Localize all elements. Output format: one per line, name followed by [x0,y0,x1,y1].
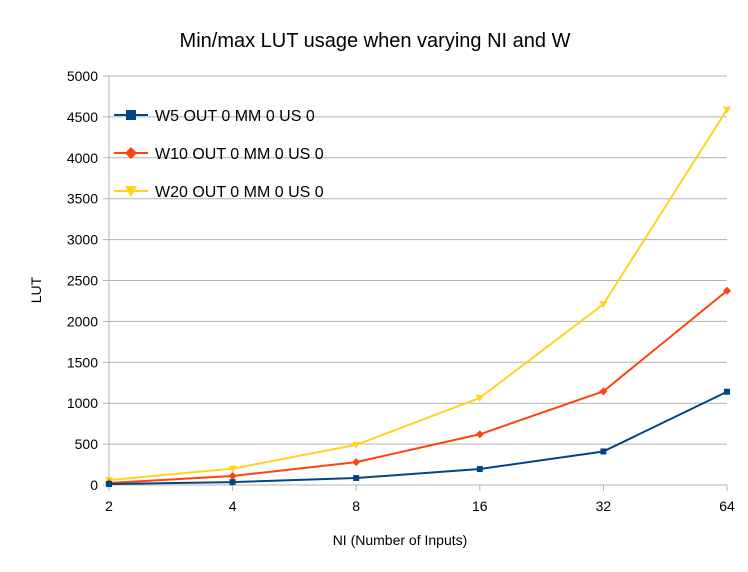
data-point-w10-out-0-mm-0-us-0-16 [475,430,484,439]
data-point-w20-out-0-mm-0-us-0-16 [475,394,484,402]
legend-label-w20-out-0-mm-0-us-0: W20 OUT 0 MM 0 US 0 [155,184,324,201]
y-tick-label-0: 0 [90,477,98,493]
series-w10-out-0-mm-0-us-0 [105,286,731,487]
y-tick-label-2500: 2500 [67,273,98,289]
data-point-w10-out-0-mm-0-us-0-32 [599,387,608,396]
x-tick-label-2: 2 [105,498,113,514]
y-tick-label-3000: 3000 [67,232,98,248]
y-tick-label-1000: 1000 [67,395,98,411]
data-point-w5-out-0-mm-0-us-0-2 [106,481,112,488]
data-point-w5-out-0-mm-0-us-0-8 [353,475,360,482]
data-point-w5-out-0-mm-0-us-0-32 [600,448,607,455]
data-point-w5-out-0-mm-0-us-0-16 [476,466,483,473]
series-group [105,106,731,488]
data-point-w20-out-0-mm-0-us-0-64 [723,106,731,114]
series-line-w10-out-0-mm-0-us-0 [108,289,728,484]
y-tick-label-5000: 5000 [67,68,98,84]
legend-label-w5-out-0-mm-0-us-0: W5 OUT 0 MM 0 US 0 [155,108,315,125]
x-tick-label-32: 32 [596,498,612,514]
y-tick-labels: 0 500 1000 1500 2000 2500 3000 3500 4000 4500 5000 [67,68,98,493]
axes [103,75,728,491]
x-tick-label-64: 64 [719,498,735,514]
data-point-w20-out-0-mm-0-us-0-8 [352,441,361,449]
data-point-w10-out-0-mm-0-us-0-8 [352,458,361,467]
series-line-w5-out-0-mm-0-us-0 [108,390,728,486]
legend-label-w10-out-0-mm-0-us-0: W10 OUT 0 MM 0 US 0 [155,146,324,163]
x-tick-labels: 2 4 8 16 32 64 [105,498,735,514]
data-point-w20-out-0-mm-0-us-0-32 [599,301,608,309]
data-point-w20-out-0-mm-0-us-0-4 [228,465,237,473]
y-axis-label: LUT [28,276,44,303]
legend-marker-w10-out-0-mm-0-us-0 [125,147,137,159]
data-point-w5-out-0-mm-0-us-0-64 [724,388,730,395]
series-w20-out-0-mm-0-us-0 [105,106,731,485]
y-tick-label-3500: 3500 [67,191,98,207]
legend-item-w10-out-0-mm-0-us-0: W10 OUT 0 MM 0 US 0 [114,146,324,163]
x-tick-label-8: 8 [352,498,360,514]
series-line-w20-out-0-mm-0-us-0 [108,109,728,482]
y-tick-label-4000: 4000 [67,150,98,166]
legend-item-w5-out-0-mm-0-us-0: W5 OUT 0 MM 0 US 0 [114,108,315,125]
y-tick-label-500: 500 [75,436,99,452]
chart-title: Min/max LUT usage when varying NI and W [180,30,571,52]
data-point-w10-out-0-mm-0-us-0-64 [723,286,731,295]
y-tick-label-4500: 4500 [67,109,98,125]
legend-marker-w5-out-0-mm-0-us-0 [126,110,136,120]
y-tick-label-2000: 2000 [67,313,98,329]
legend-item-w20-out-0-mm-0-us-0: W20 OUT 0 MM 0 US 0 [114,184,324,201]
legend-marker-w20-out-0-mm-0-us-0 [125,186,137,197]
data-point-w5-out-0-mm-0-us-0-4 [229,479,236,486]
x-tick-label-4: 4 [229,498,237,514]
series-w5-out-0-mm-0-us-0 [106,388,730,488]
data-point-w10-out-0-mm-0-us-0-4 [228,472,237,481]
x-tick-label-16: 16 [472,498,488,514]
y-tick-label-1500: 1500 [67,354,98,370]
x-axis-label: NI (Number of Inputs) [333,532,468,548]
grid-lines [109,75,727,445]
legend: W5 OUT 0 MM 0 US 0 W10 OUT 0 MM 0 US 0 W20… [114,108,324,201]
